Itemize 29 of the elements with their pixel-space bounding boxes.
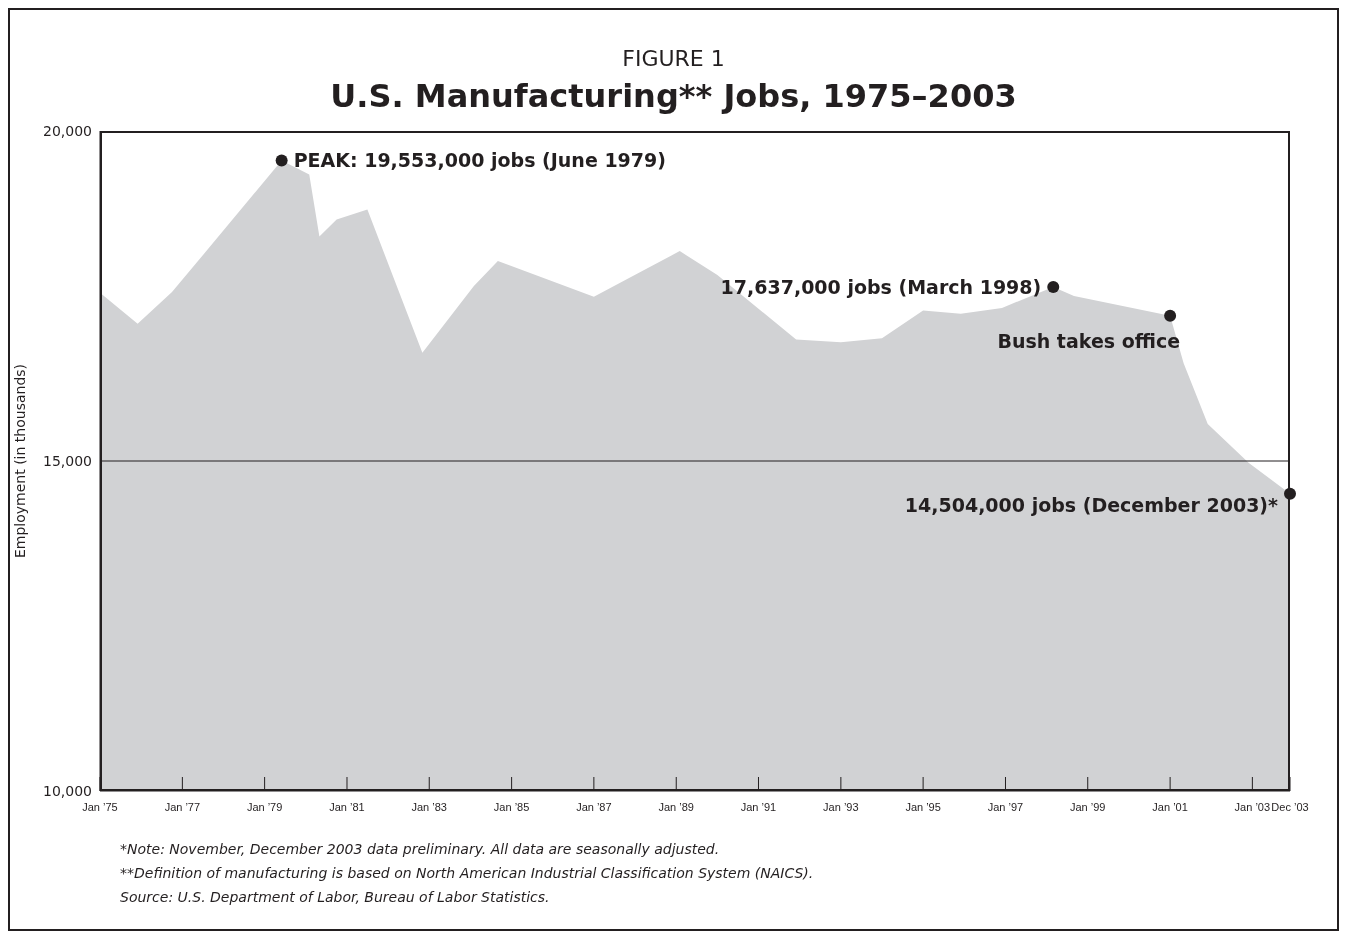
text: *Note: November, December 2003 data preliminary. All data are seasonally adjusted. [120,840,721,859]
x-tick-label: Jan ’99 [1070,801,1106,813]
x-tick-label: Jan ’83 [411,801,447,813]
y-tick-label: 20,000 [43,122,92,139]
x-tick-label: Jan ’95 [905,801,941,813]
x-tick-label: Jan ’01 [1152,801,1188,813]
x-tick-label: Jan ’79 [246,801,283,813]
x-tick-label: Jan ’85 [493,801,530,813]
x-tick-label: Jan ’89 [658,801,694,813]
y-tick-label: 15,000 [43,452,92,469]
x-tick-label: Jan ’03 [1234,801,1271,813]
x-tick-label: Jan ’87 [576,801,612,813]
chart-title: U.S. Manufacturing** Jobs, 1975–2003 [329,77,1018,115]
text: **Definition of manufacturing is based on North American Industrial Classification System (NAICS). [120,864,815,883]
annotation: 14,504,000 jobs (December 2003)* [904,494,1279,517]
y-axis-title: Employment (in thousands) [11,363,28,559]
x-tick-label: Jan ’77 [164,801,201,813]
x-tick-label: Jan ’93 [823,801,859,813]
x-tick-label: Dec ’03 [1271,801,1309,813]
annotation: Bush takes office [997,330,1181,353]
x-tick-label: Jan ’75 [82,801,118,813]
x-tick-label: Jan ’81 [329,801,365,813]
source-note: Source: U.S. Department of Labor, Bureau of Labor Statistics. [120,888,551,907]
x-tick-label: Jan ’91 [740,801,777,813]
annotation: 17,637,000 jobs (March 1998) [720,275,1042,298]
x-tick-label: Jan ’97 [987,801,1024,813]
chart-subtitle: FIGURE 1 [621,46,726,71]
y-tick-label: 10,000 [43,782,92,799]
annotation: PEAK: 19,553,000 jobs (June 1979) [293,149,666,172]
